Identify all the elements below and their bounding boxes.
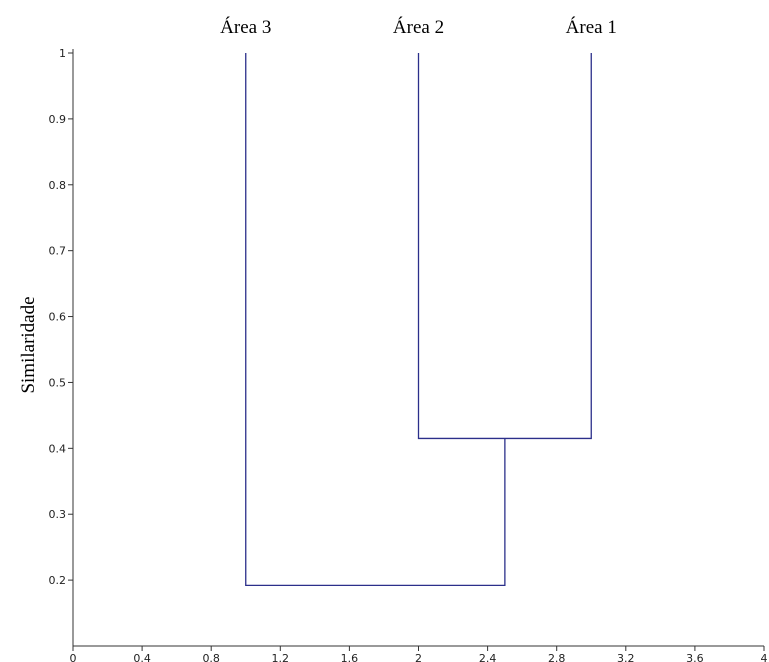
leaf-label: Área 3 (220, 16, 271, 38)
y-tick-label: 0.6 (49, 311, 67, 324)
y-tick-label: 0.3 (49, 508, 67, 521)
leaf-label: Área 2 (393, 16, 444, 38)
y-tick-label: 0.4 (49, 442, 67, 455)
x-tick-label: 0.4 (133, 652, 151, 662)
x-tick-label: 2.8 (548, 652, 566, 662)
x-tick-label: 0.8 (202, 652, 220, 662)
leaf-label: Área 1 (566, 16, 617, 38)
y-tick-label: 0.8 (49, 179, 67, 192)
x-tick-label: 3.6 (686, 652, 704, 662)
x-tick-label: 2.4 (479, 652, 497, 662)
x-tick-label: 2 (415, 652, 422, 662)
y-tick-label: 0.9 (49, 113, 67, 126)
dendrogram-links (245, 53, 592, 587)
dendrogram-link (417, 53, 592, 440)
leaf-labels: Área 3 Área 2 Área 1 (220, 16, 617, 38)
x-tick-label: 3.2 (617, 652, 635, 662)
y-tick-label: 0.7 (49, 245, 67, 258)
y-tick-label: 1 (59, 47, 66, 60)
x-tick-label: 4 (761, 652, 768, 662)
y-tick-label: 0.2 (49, 574, 67, 587)
y-tick-label: 0.5 (49, 376, 67, 389)
y-axis-title: Similaridade (18, 296, 39, 393)
x-tick-label: 1.6 (341, 652, 359, 662)
x-tick-label: 0 (70, 652, 77, 662)
dendrogram-link (245, 53, 506, 587)
x-tick-label: 1.2 (272, 652, 290, 662)
axis-ticks: 0.2 0.3 0.4 0.5 0.6 0.7 0.8 0.9 1 0 0.4 0.8 1.2 1.6 2 2… (49, 47, 768, 662)
